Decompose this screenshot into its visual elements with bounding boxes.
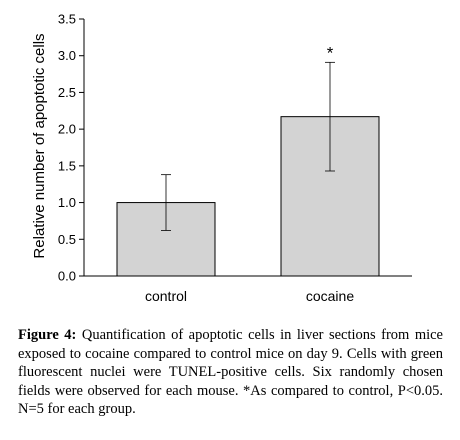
y-tick-label: 3.0 (58, 48, 76, 63)
x-tick-label: control (145, 288, 187, 304)
y-tick-label: 0.0 (58, 269, 76, 284)
y-tick-label: 1.0 (58, 195, 76, 210)
caption-label: Figure 4: (18, 327, 77, 343)
y-tick-label: 0.5 (58, 232, 76, 247)
y-tick-label: 2.0 (58, 122, 76, 137)
figure-caption: Figure 4: Quantification of apoptotic ce… (18, 326, 443, 419)
bars (116, 116, 380, 277)
error-bars: * (161, 43, 335, 231)
y-tick-label: 3.5 (58, 12, 76, 27)
significance-marker: * (327, 43, 334, 62)
y-tick-label: 2.5 (58, 85, 76, 100)
y-axis-label: Relative number of apoptotic cells (31, 33, 48, 258)
x-tick-labels: control cocaine (145, 288, 354, 304)
bar-chart: 0.0 0.5 1.0 1.5 2.0 2.5 3.0 3.5 * control cocain… (31, 12, 412, 304)
x-tick-label: cocaine (306, 288, 354, 304)
y-tick-label: 1.5 (58, 158, 76, 173)
caption-text: Quantification of apoptotic cells in liv… (18, 327, 443, 417)
